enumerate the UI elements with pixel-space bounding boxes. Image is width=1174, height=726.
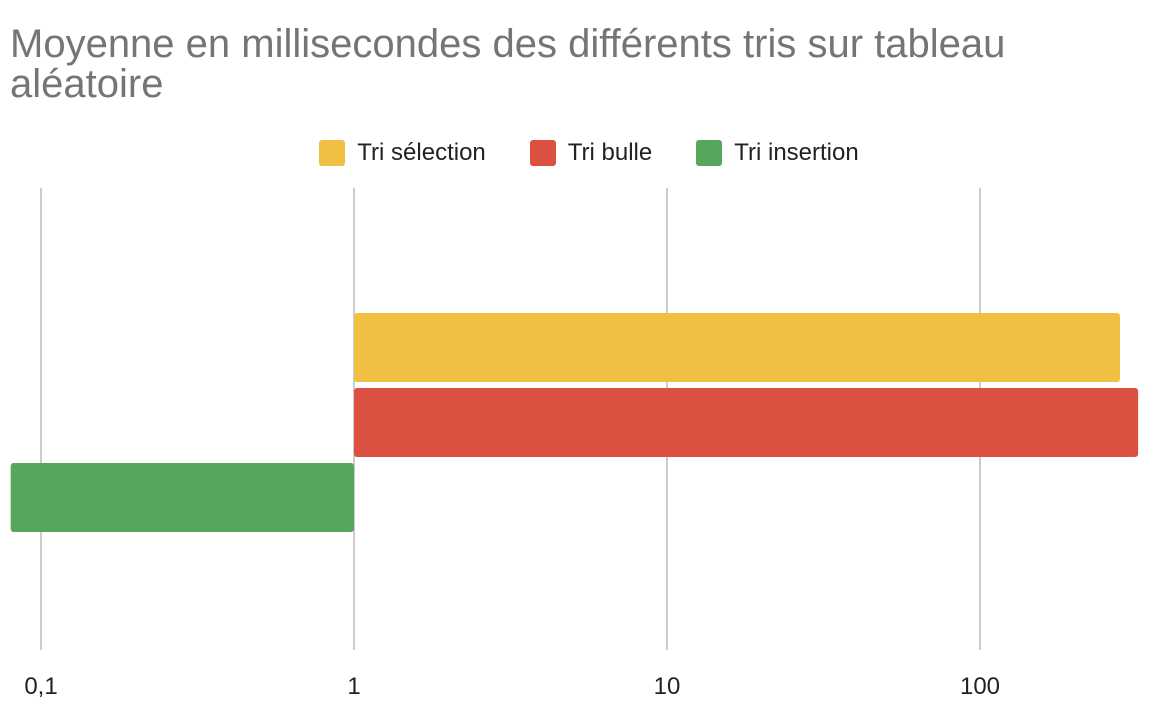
- x-tick-label-1: 1: [347, 673, 360, 700]
- chart-legend: Tri sélection Tri bulle Tri insertion: [0, 136, 1174, 170]
- legend-label-tri-selection: Tri sélection: [357, 139, 486, 166]
- bar-tri-s-lection: [354, 313, 1120, 382]
- bars: [10, 313, 1139, 532]
- legend-swatch-tri-bulle: [529, 140, 556, 166]
- legend-swatch-tri-selection: [319, 140, 346, 166]
- legend-item-tri-insertion: Tri insertion: [692, 139, 859, 167]
- chart-title: Moyenne en millisecondes des différents …: [10, 22, 1006, 106]
- legend-item-tri-selection: Tri sélection: [315, 139, 486, 167]
- bar-tri-insertion: [10, 463, 354, 532]
- legend-label-tri-insertion: Tri insertion: [734, 139, 859, 166]
- x-tick-label-2: 10: [654, 673, 681, 700]
- x-axis-tick-labels: 0,1 1 10 100: [24, 673, 1000, 700]
- x-tick-label-3: 100: [960, 673, 1000, 700]
- legend-item-tri-bulle: Tri bulle: [526, 139, 652, 167]
- legend-swatch-tri-insertion: [696, 140, 723, 166]
- x-tick-label-0: 0,1: [24, 673, 57, 700]
- legend-label-tri-bulle: Tri bulle: [567, 139, 653, 166]
- bar-tri-bulle: [354, 388, 1139, 457]
